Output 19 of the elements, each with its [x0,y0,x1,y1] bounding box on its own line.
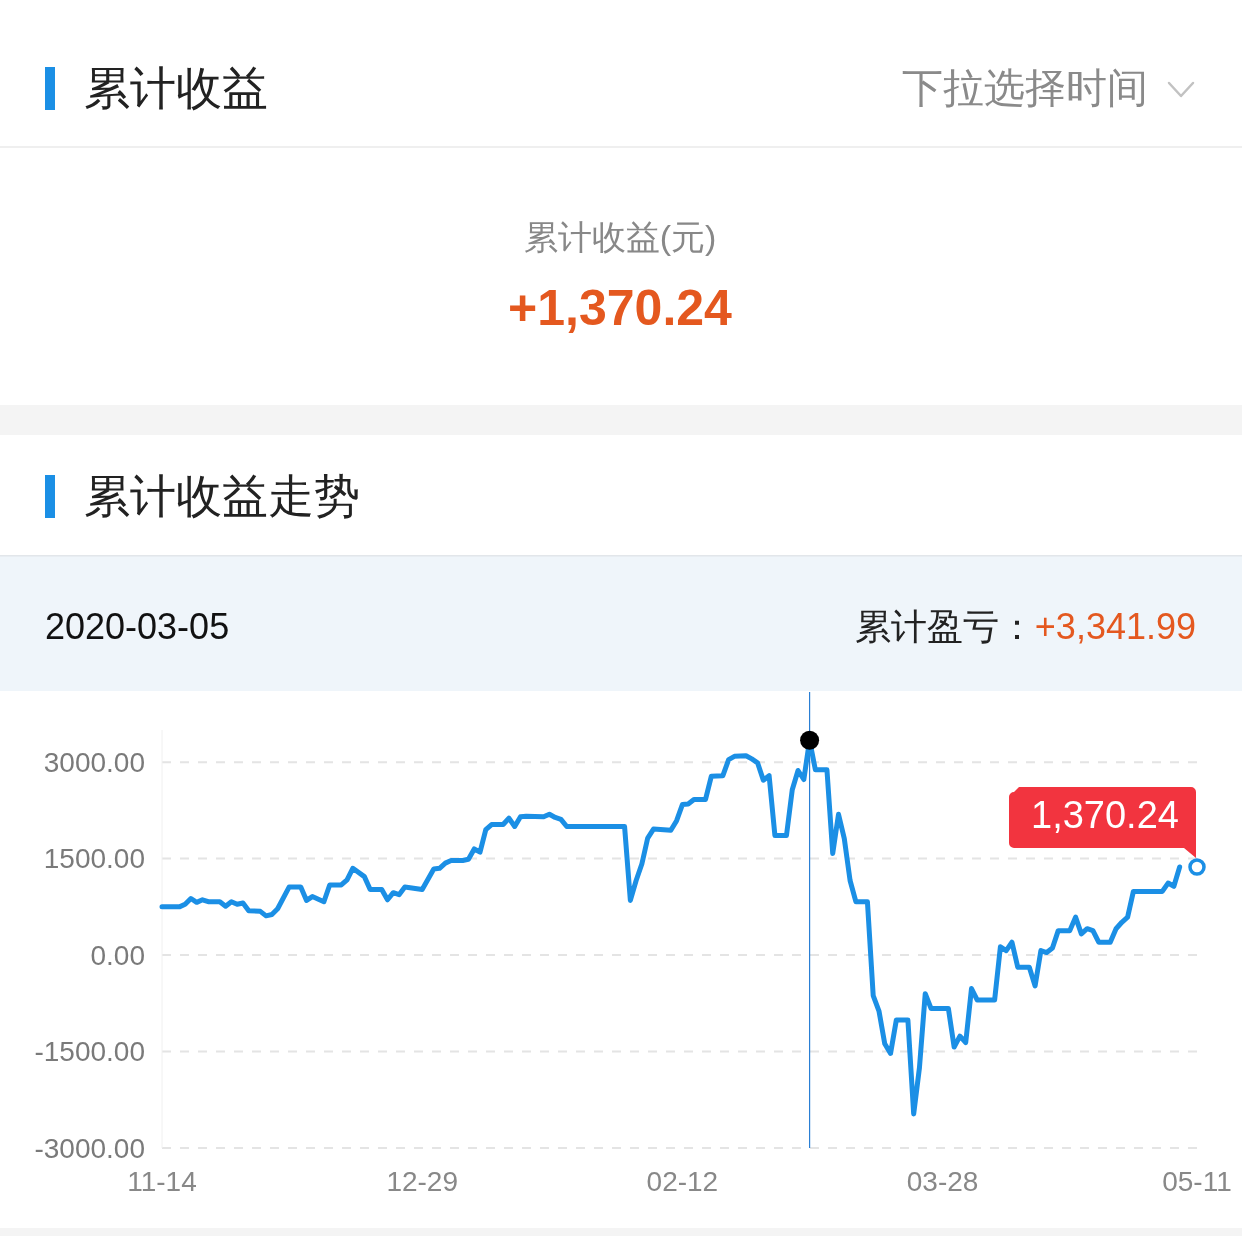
text: 2020-03-05 [45,605,230,647]
text: 累计收益(元) [523,218,717,256]
text: 下拉选择时间 [902,65,1148,111]
y-tick-label: 0.00 [90,939,145,971]
x-tick-label: 05-11 [1162,1165,1232,1197]
text: 累计盈亏： [854,605,1035,647]
data-label: 1,370.24 [1031,793,1179,836]
x-tick-label: 03-28 [906,1165,979,1197]
chart-title: 累计收益走势 [84,470,360,522]
x-tick-label: 02-12 [646,1165,719,1197]
text: 累计收益 [84,62,268,114]
y-tick-label: -3000.00 [34,1132,145,1164]
y-tick-label: 1500.00 [43,843,145,875]
x-tick-label: 11-14 [127,1165,197,1197]
text: +1,370.24 [508,280,733,336]
text: +3,341.99 [1034,605,1196,647]
y-tick-label: 3000.00 [43,746,145,778]
y-tick-label: -1500.00 [34,1036,145,1068]
x-tick-label: 12-29 [386,1165,459,1197]
